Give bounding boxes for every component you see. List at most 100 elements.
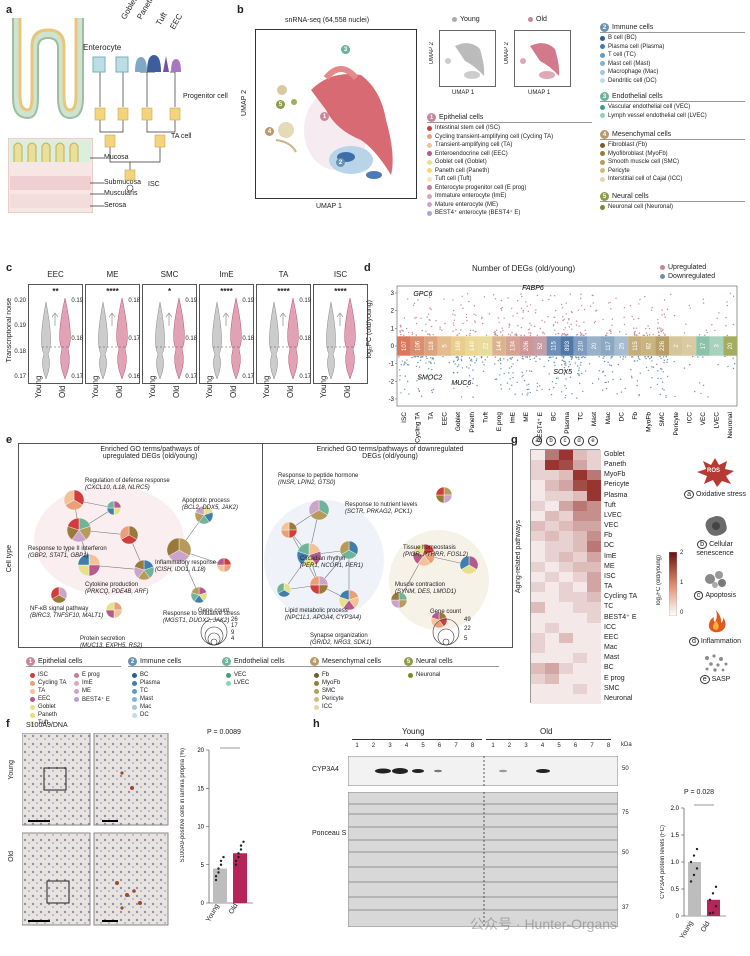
panel-label-b: b [237, 4, 244, 16]
deg-point [516, 312, 518, 315]
label-isc: ISC [148, 181, 160, 188]
deg-point [514, 393, 516, 395]
heatmap-cell [587, 653, 601, 664]
deg-point [511, 356, 514, 359]
legend-dot [427, 125, 432, 131]
deg-point [427, 333, 429, 335]
e-legend-item: BC [132, 672, 148, 678]
deg-point [520, 293, 522, 295]
deg-point [485, 334, 488, 336]
deg-point [656, 383, 659, 386]
noise-tick: 0.17 [242, 374, 254, 380]
deg-point [633, 333, 636, 335]
deg-point [623, 323, 626, 326]
deg-point [578, 373, 580, 375]
deg-point [529, 304, 532, 306]
deg-point [579, 382, 581, 385]
deg-point [624, 356, 627, 358]
heatmap-cell [545, 622, 559, 634]
umap-small-y1: UMAP 2 [429, 42, 435, 65]
trend-arrow [336, 312, 344, 326]
violin-young [212, 301, 222, 380]
deg-category-label: LVEC [714, 412, 721, 429]
heatmap-cell [559, 521, 573, 532]
deg-point [543, 365, 545, 368]
deg-point [431, 358, 434, 360]
go-network [34, 485, 489, 630]
deg-point [726, 304, 728, 307]
deg-point [523, 334, 526, 337]
legend-dot [132, 672, 137, 678]
deg-category-label: ME [523, 411, 530, 421]
e-legend-item: Goblet [30, 704, 56, 710]
deg-point [581, 372, 583, 375]
deg-count-label: 210 [579, 340, 585, 351]
noise-panel-frame [142, 284, 197, 384]
go-network-divider [262, 443, 263, 648]
deg-category-label: ImE [510, 411, 517, 423]
deg-point [571, 328, 573, 330]
deg-point [539, 327, 541, 330]
heatmap-cell [531, 643, 545, 654]
wb-lane-number: 3 [524, 743, 528, 749]
legend-label: DC [140, 712, 149, 718]
deg-point [452, 309, 455, 312]
heatmap-cell [587, 673, 601, 684]
deg-point [509, 334, 512, 336]
noise-tick: 0.16 [128, 374, 140, 380]
heatmap-cell [545, 470, 559, 481]
deg-point [609, 329, 612, 331]
deg-point [568, 366, 570, 368]
deg-point [661, 368, 663, 370]
deg-count-label: 25 [619, 342, 625, 349]
deg-point [624, 387, 626, 390]
go-term-name: Response to type II interferon [28, 546, 107, 552]
wb-kda-label: kDa [621, 742, 632, 748]
deg-point [612, 378, 614, 381]
deg-point [580, 304, 583, 307]
ros-label: ROS [707, 468, 721, 474]
deg-point [516, 381, 518, 383]
legend-label: Smooth muscle cell (SMC) [608, 159, 680, 165]
aging-pathways-y-label: Aging-related pathways [515, 520, 522, 594]
deg-point [508, 388, 511, 390]
gene-count-left-9: 9 [231, 630, 235, 636]
deg-count-label: 134 [511, 340, 517, 351]
deg-point [524, 356, 527, 358]
heatmap-cell [587, 541, 601, 552]
noise-x-old: Old [343, 385, 352, 398]
noise-panel-frame [199, 284, 254, 384]
deg-point [602, 370, 605, 372]
deg-point [575, 320, 578, 322]
deg-point [494, 356, 497, 358]
noise-tick: 0.19 [299, 298, 311, 304]
deg-point [578, 358, 580, 361]
deg-point [404, 361, 406, 363]
deg-point [480, 356, 483, 358]
deg-point [561, 356, 563, 358]
deg-count-label: 118 [429, 341, 435, 351]
go-pie-slice [459, 555, 470, 570]
colorbar-tick-1: 1 [680, 580, 684, 586]
deg-point [472, 377, 474, 380]
heatmap-cell [573, 510, 587, 522]
deg-count-bar [465, 336, 479, 356]
deg-point [657, 318, 659, 321]
deg-point [468, 357, 471, 359]
deg-category-label: Plasma [564, 412, 571, 434]
deg-point [398, 369, 401, 371]
deg-category-label: BEST4⁺ E [537, 411, 544, 442]
deg-point [429, 307, 431, 309]
deg-point [658, 334, 660, 337]
f-y-tick: 15 [197, 786, 204, 792]
legend-dot [132, 712, 137, 718]
heatmap-cell [587, 521, 601, 532]
deg-point [502, 329, 504, 332]
deg-point [650, 309, 653, 311]
go-term-genes: (CXCL10, IL18, NLRC5) [85, 485, 150, 491]
go-pie-slice [168, 549, 190, 563]
umap-small-x1: UMAP 1 [452, 90, 475, 96]
deg-point [456, 355, 459, 358]
deg-count-label: 169 [456, 340, 462, 351]
deg-point [564, 362, 567, 364]
